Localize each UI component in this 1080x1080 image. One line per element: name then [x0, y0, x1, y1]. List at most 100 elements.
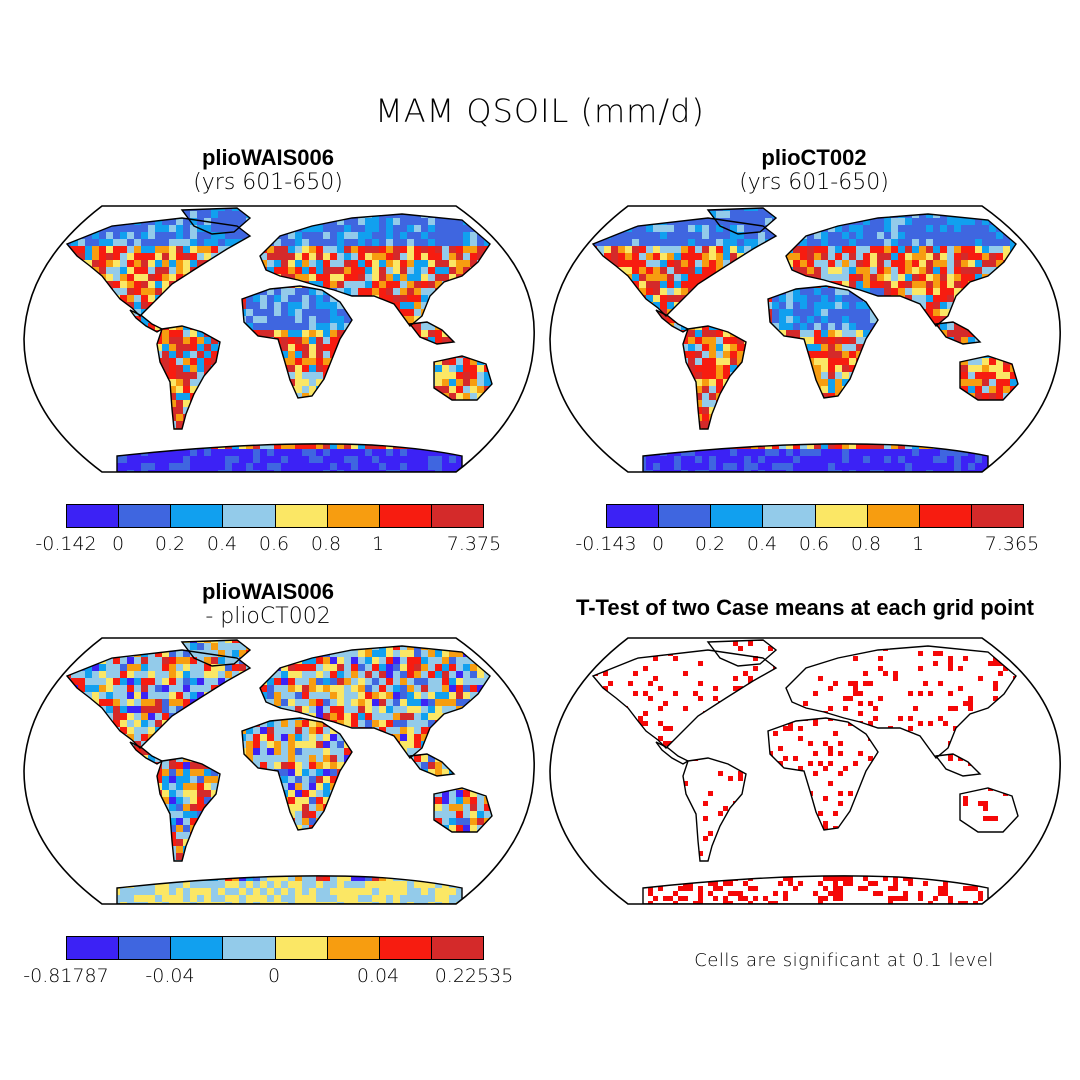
grid-cell [1010, 372, 1017, 379]
grid-cell [337, 449, 344, 456]
grid-cell [779, 330, 786, 337]
grid-cell [1045, 232, 1052, 239]
grid-cell [67, 470, 71, 472]
colorbar-bin [67, 505, 120, 527]
grid-cell [372, 246, 379, 253]
grid-cell [681, 260, 688, 267]
grid-cell [176, 421, 183, 428]
grid-cell [316, 323, 323, 330]
grid-cell [863, 330, 870, 337]
grid-cell [800, 330, 807, 337]
grid-cell [225, 225, 232, 232]
grid-cell [204, 337, 211, 344]
grid-cell [751, 232, 758, 239]
grid-cell [807, 253, 814, 260]
grid-cell [330, 316, 337, 323]
grid-cell [323, 253, 330, 260]
grid-cell [786, 309, 793, 316]
grid-cell [947, 239, 954, 246]
grid-cell [176, 218, 183, 225]
grid-cell [281, 260, 288, 267]
grid-cell [379, 274, 386, 281]
grid-cell [618, 239, 625, 246]
grid-cell [295, 323, 302, 330]
grid-cell [449, 379, 456, 386]
grid-cell [274, 267, 281, 274]
grid-cell [470, 260, 477, 267]
grid-cell [281, 463, 288, 470]
grid-cell [148, 246, 155, 253]
grid-cell [982, 372, 989, 379]
grid-cell [646, 267, 653, 274]
grid-cell [597, 218, 604, 225]
grid-cell [106, 239, 113, 246]
grid-cell [1052, 260, 1059, 267]
grid-cell [954, 239, 961, 246]
grid-cell [463, 246, 470, 253]
grid-cell [470, 372, 477, 379]
grid-cell [593, 208, 597, 211]
grid-cell [393, 225, 400, 232]
grid-cell [463, 239, 470, 246]
grid-cell [891, 246, 898, 253]
grid-cell [113, 267, 120, 274]
grid-cell [723, 330, 730, 337]
grid-cell [183, 449, 190, 456]
grid-cell [576, 225, 583, 232]
grid-cell [162, 456, 169, 463]
grid-cell [127, 239, 134, 246]
grid-cell [526, 470, 533, 474]
grid-cell [281, 330, 288, 337]
grid-cell [828, 337, 835, 344]
grid-cell [702, 260, 709, 267]
grid-cell [78, 239, 85, 246]
grid-cell [576, 218, 583, 225]
grid-cell [758, 232, 765, 239]
grid-cell [569, 253, 576, 260]
grid-cell [737, 239, 744, 246]
grid-cell [709, 253, 716, 260]
grid-cell [127, 456, 134, 463]
grid-cell [821, 302, 828, 309]
grid-cell [211, 358, 218, 365]
grid-cell [814, 309, 821, 316]
grid-cell [330, 239, 337, 246]
grid-cell [702, 365, 709, 372]
grid-cell [183, 456, 190, 463]
grid-cell [43, 218, 50, 225]
grid-cell [428, 246, 435, 253]
grid-cell [211, 470, 218, 472]
grid-cell [302, 288, 309, 295]
grid-cell [968, 239, 975, 246]
grid-cell [225, 208, 232, 211]
grid-cell [190, 365, 197, 372]
grid-cell [372, 232, 379, 239]
grid-cell [281, 323, 288, 330]
grid-cell [232, 208, 239, 211]
grid-cell [141, 302, 148, 309]
grid-cell [639, 274, 646, 281]
grid-cell [744, 208, 751, 211]
grid-cell [583, 204, 590, 211]
grid-cell [968, 253, 975, 260]
grid-cell [555, 260, 562, 267]
grid-cell [891, 267, 898, 274]
grid-cell [176, 253, 183, 260]
grid-cell [947, 260, 954, 267]
grid-cell [295, 316, 302, 323]
grid-cell [751, 218, 758, 225]
grid-cell [484, 372, 491, 379]
grid-cell [442, 456, 449, 463]
panel2-subtitle: (yrs 601-650) [739, 170, 889, 195]
grid-cell [498, 449, 505, 456]
grid-cell [288, 260, 295, 267]
grid-cell [569, 218, 576, 225]
grid-cell [225, 232, 232, 239]
grid-cell [723, 351, 730, 358]
grid-cell [36, 421, 43, 428]
grid-cell [106, 267, 113, 274]
grid-cell [688, 274, 695, 281]
grid-cell [870, 253, 877, 260]
grid-cell [828, 260, 835, 267]
grid-cell [625, 260, 632, 267]
